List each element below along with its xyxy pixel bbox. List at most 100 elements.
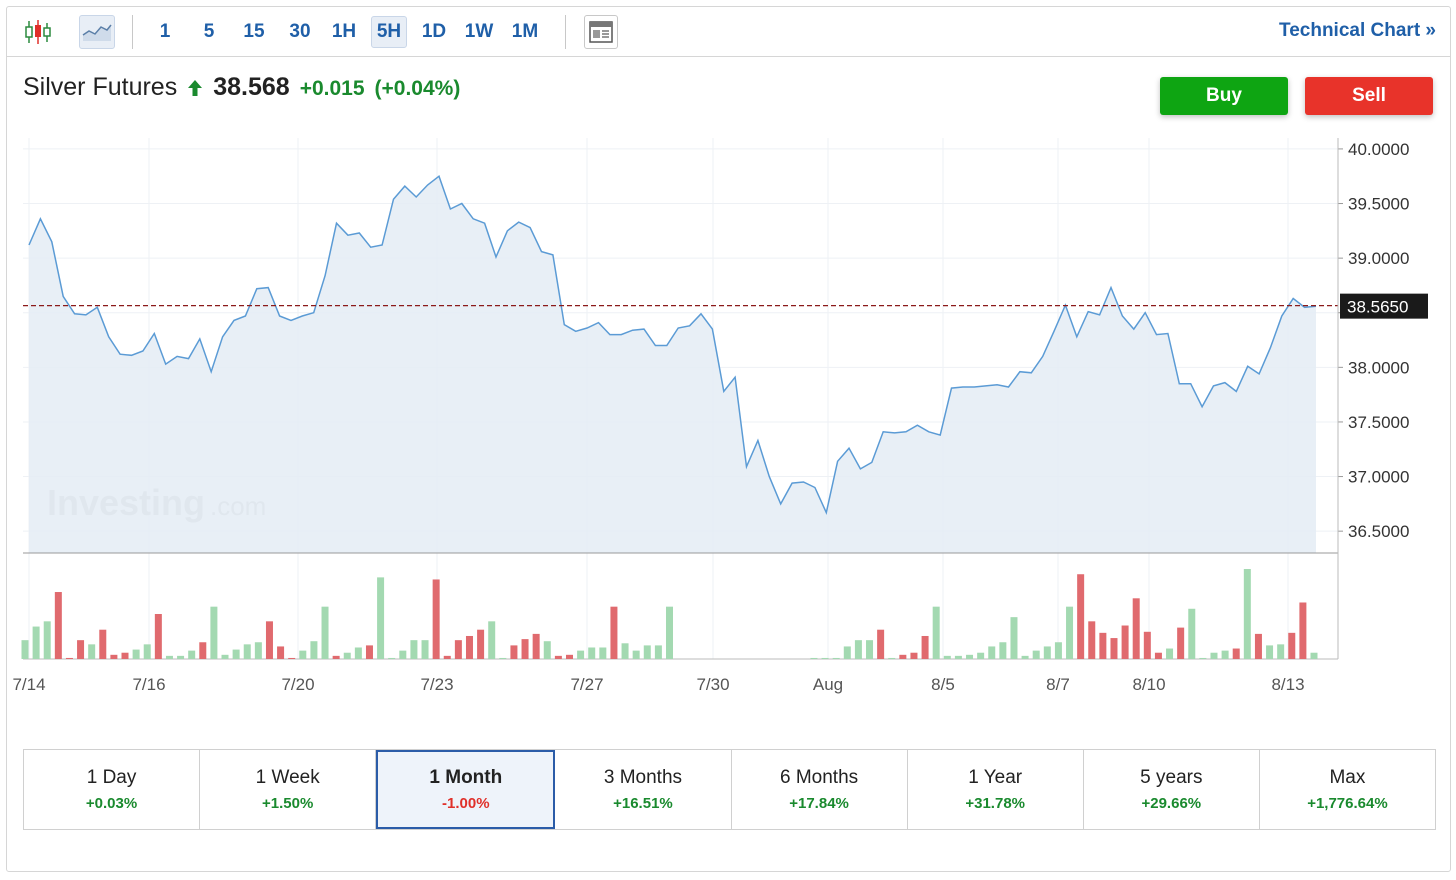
candlestick-icon[interactable] [21, 15, 55, 49]
news-layout-icon[interactable] [584, 15, 618, 49]
period-change: +0.03% [85, 795, 138, 812]
interval-1w[interactable]: 1W [464, 21, 494, 42]
volume-bar [165, 655, 173, 659]
volume-bar [1310, 652, 1318, 659]
volume-bar [543, 641, 551, 659]
x-tick-label: 8/7 [1046, 675, 1070, 694]
volume-bar [1210, 652, 1218, 659]
volume-bar [254, 642, 262, 659]
period-3-months[interactable]: 3 Months +16.51% [555, 750, 732, 829]
toolbar-separator [132, 15, 133, 49]
volume-bar [1243, 569, 1251, 659]
interval-1m[interactable]: 1M [511, 21, 539, 42]
y-tick-label: 39.5000 [1348, 195, 1409, 214]
volume-bar [899, 654, 907, 659]
arrow-up-icon [188, 79, 203, 96]
period-change: +17.84% [789, 795, 849, 812]
period-selector: 1 Day +0.03% 1 Week +1.50% 1 Month -1.00… [23, 749, 1436, 830]
volume-bar [1077, 574, 1085, 659]
period-1-day[interactable]: 1 Day +0.03% [24, 750, 201, 829]
period-change: +1.50% [262, 795, 314, 812]
volume-bar [265, 621, 273, 659]
volume-bar [188, 650, 196, 659]
period-6-months[interactable]: 6 Months +17.84% [732, 750, 908, 829]
volume-bar [599, 647, 607, 659]
volume-bar [999, 642, 1007, 659]
volume-bar [521, 639, 529, 659]
period-label: 1 Day [86, 767, 137, 788]
last-price: 38.568 [213, 73, 290, 101]
period-max[interactable]: Max +1,776.64% [1260, 750, 1435, 829]
volume-bar [399, 650, 407, 659]
volume-bar [1154, 652, 1162, 659]
sell-button[interactable]: Sell [1305, 77, 1433, 115]
volume-bar [610, 606, 618, 659]
volume-bar [1143, 631, 1151, 659]
toolbar: 1 5 15 30 1H 5H 1D 1W 1M Technical Chart… [7, 7, 1450, 57]
period-label: 1 Week [255, 767, 320, 788]
interval-1[interactable]: 1 [159, 21, 171, 42]
buy-button[interactable]: Buy [1160, 77, 1288, 115]
y-tick-label: 40.0000 [1348, 140, 1409, 159]
volume-bar [1177, 627, 1185, 659]
technical-chart-link[interactable]: Technical Chart » [1279, 20, 1436, 41]
area-chart-icon[interactable] [79, 15, 115, 49]
x-tick-label: Aug [813, 675, 843, 694]
period-1-year[interactable]: 1 Year +31.78% [908, 750, 1084, 829]
y-tick-label: 36.5000 [1348, 522, 1409, 541]
volume-bar [177, 655, 185, 659]
volume-bar [1299, 602, 1307, 659]
volume-bar [854, 640, 862, 659]
volume-bar [977, 652, 985, 659]
volume-bar [488, 621, 496, 659]
volume-bar [410, 640, 418, 659]
interval-1h[interactable]: 1H [331, 21, 357, 42]
volume-bar [1054, 642, 1062, 659]
period-label: 5 years [1140, 767, 1203, 788]
volume-bar [866, 640, 874, 659]
interval-30[interactable]: 30 [289, 21, 311, 42]
period-1-month[interactable]: 1 Month -1.00% [376, 750, 556, 829]
volume-bar [299, 650, 307, 659]
volume-bar [888, 657, 896, 659]
interval-5h[interactable]: 5H [371, 16, 407, 48]
interval-15[interactable]: 15 [243, 21, 265, 42]
volume-bar [1021, 655, 1029, 659]
interval-1d[interactable]: 1D [421, 21, 447, 42]
volume-bar [143, 644, 151, 659]
price-line [28, 174, 1317, 515]
x-tick-label: 7/23 [420, 675, 453, 694]
volume-bar [465, 635, 473, 659]
price-chart[interactable]: 40.000039.500039.000038.500038.000037.50… [7, 7, 1450, 707]
volume-bar [588, 647, 596, 659]
chart-widget: 1 5 15 30 1H 5H 1D 1W 1M Technical Chart… [6, 6, 1451, 872]
volume-bar [421, 640, 429, 659]
volume-bar [1188, 608, 1196, 659]
volume-bar [288, 657, 296, 659]
volume-bar [821, 657, 829, 659]
volume-bar [1032, 650, 1040, 659]
volume-bar [921, 635, 929, 659]
period-label: 1 Month [429, 767, 503, 788]
period-label: 3 Months [603, 767, 683, 788]
price-change: +0.015 [299, 77, 365, 100]
volume-bar [1043, 646, 1051, 659]
volume-bar [1232, 648, 1240, 659]
last-price-label: 38.5650 [1347, 298, 1408, 317]
volume-bar [954, 655, 962, 659]
volume-bar [332, 655, 340, 659]
period-1-week[interactable]: 1 Week +1.50% [200, 750, 377, 829]
y-tick-label: 38.0000 [1348, 358, 1409, 377]
period-label: Max [1329, 767, 1366, 788]
price-change-percent: (+0.04%) [374, 77, 461, 100]
x-tick-label: 7/14 [12, 675, 45, 694]
volume-bar [832, 657, 840, 659]
interval-5[interactable]: 5 [203, 21, 215, 42]
x-tick-label: 7/16 [132, 675, 165, 694]
toolbar-separator [565, 15, 566, 49]
x-tick-label: 8/5 [931, 675, 955, 694]
volume-bar [943, 655, 951, 659]
period-5-years[interactable]: 5 years +29.66% [1084, 750, 1260, 829]
volume-bar [532, 633, 540, 659]
volume-bar [1254, 633, 1262, 659]
